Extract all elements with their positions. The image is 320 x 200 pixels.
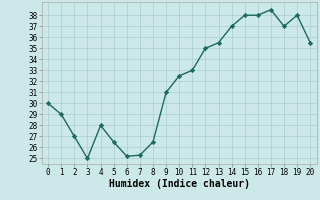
X-axis label: Humidex (Indice chaleur): Humidex (Indice chaleur) (109, 179, 250, 189)
